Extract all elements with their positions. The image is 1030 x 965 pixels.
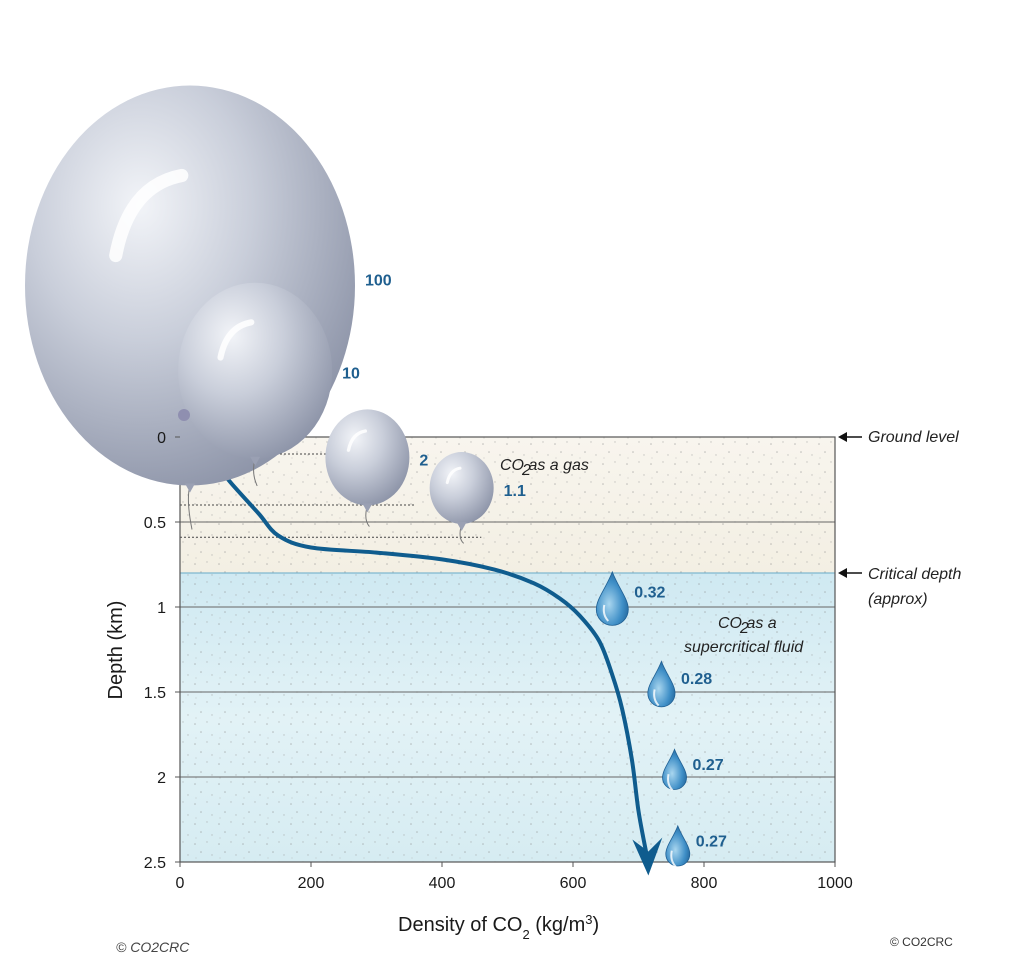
fluid-drop: 0.27: [662, 748, 724, 791]
density-curve: [178, 435, 663, 876]
y-axis-label: Depth (km): [105, 601, 127, 700]
balloon-volume-label: 10: [342, 366, 360, 383]
fluid-drop: 0.27: [665, 824, 727, 868]
balloon-body: [178, 282, 333, 459]
balloon-knot: [456, 522, 467, 531]
balloon-body: [429, 452, 494, 524]
y-tick-label: 2: [157, 770, 166, 787]
fluid-volume-label: 0.27: [696, 834, 727, 851]
balloon-knot: [250, 456, 261, 466]
fluid-volume-label: 0.32: [634, 584, 665, 601]
balloon-volume-label: 2: [419, 452, 428, 469]
x-tick-label: 0: [176, 875, 185, 892]
balloon-body: [325, 409, 410, 506]
fluid-volume-label: 0.27: [693, 757, 724, 774]
balloon-highlight: [346, 429, 367, 452]
supercritical-zone-subscript: 2: [739, 620, 749, 637]
ground-level-annotation: Ground level: [868, 429, 959, 446]
ground-level-arrow-head: [838, 432, 847, 442]
x-tick-label: 600: [560, 875, 587, 892]
y-tick-label: 0: [157, 430, 166, 447]
curve-arrowhead: [632, 837, 663, 876]
fluid-drop-highlight: [670, 850, 677, 868]
axes: 0 200 400 600 800 1000 0 0.5 1 1.5 2 2.5: [144, 430, 862, 892]
balloon: 10: [178, 282, 360, 487]
gas-zone-subscript: 2: [521, 462, 531, 479]
critical-depth-arrow-head: [838, 568, 847, 578]
x-axis-label: Density of CO2 (kg/m3): [398, 912, 599, 942]
y-tick-label: 1: [157, 600, 166, 617]
fluid-volume-label: 0.28: [681, 671, 712, 688]
plot-frame: [179, 436, 836, 863]
x-tick-label: 800: [691, 875, 718, 892]
credit-right: © CO2CRC: [890, 935, 953, 949]
x-tick-label: 200: [298, 875, 325, 892]
y-tick-label: 2.5: [144, 855, 166, 872]
balloon-volume-label: 1.1: [504, 483, 526, 500]
speckle-texture: [180, 437, 835, 862]
y-tick-label: 1.5: [144, 685, 166, 702]
balloon: 1.1: [429, 452, 526, 544]
fluid-drop-highlight: [602, 604, 610, 622]
critical-depth-annotation-2: (approx): [868, 591, 928, 608]
gas-volume-balloons: 100 10 2 1.1: [25, 85, 526, 544]
balloon-knot-cluster: [178, 409, 190, 421]
balloon-knot: [362, 503, 373, 513]
credit-left: © CO2CRC: [116, 939, 190, 955]
balloon-highlight: [217, 319, 255, 361]
gas-zone-label: CO as a gas: [500, 457, 589, 474]
critical-depth-annotation-1: Critical depth: [868, 566, 961, 583]
balloon-volume-label: 100: [365, 273, 392, 290]
fluid-drop: 0.28: [647, 660, 712, 708]
fluid-drop-highlight: [653, 689, 660, 707]
supercritical-zone-label-2: supercritical fluid: [684, 639, 804, 656]
density-curve-line: [178, 435, 649, 856]
supercritical-zone-label-1: CO as a: [718, 615, 777, 632]
fluid-drop: 0.32: [595, 570, 666, 626]
balloon-highlight: [445, 466, 462, 485]
fluid-volume-drops: 0.32 0.28 0.27 0.27: [595, 570, 727, 868]
x-tick-label: 400: [429, 875, 456, 892]
balloon: 2: [325, 409, 428, 527]
fluid-drop-highlight: [667, 773, 674, 791]
y-tick-label: 0.5: [144, 515, 166, 532]
x-tick-label: 1000: [817, 875, 853, 892]
balloon-highlight: [109, 168, 189, 263]
depth-gridlines: [180, 436, 835, 778]
plot-border: [179, 436, 836, 863]
balloon-knot: [185, 483, 195, 493]
background-zones: [180, 437, 835, 862]
